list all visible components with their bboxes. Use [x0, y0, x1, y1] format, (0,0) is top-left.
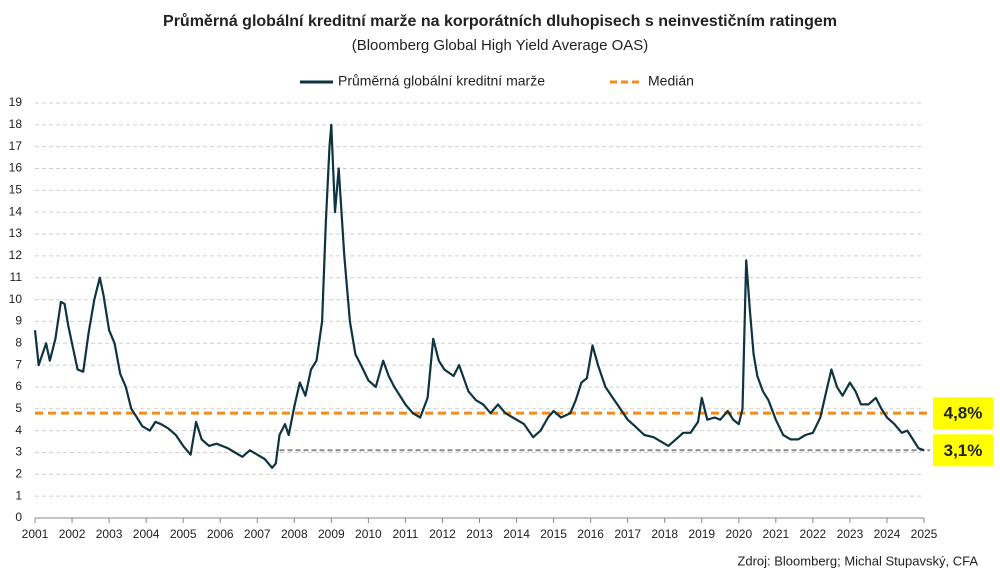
x-tick-label: 2023 [837, 527, 864, 541]
y-tick-label: 4 [15, 423, 22, 437]
x-tick-label: 2013 [466, 527, 493, 541]
x-tick-label: 2007 [244, 527, 271, 541]
x-tick-label: 2009 [318, 527, 345, 541]
chart-title: Průměrná globální kreditní marže na korp… [163, 13, 837, 30]
x-tick-label: 2012 [429, 527, 456, 541]
y-tick-label: 5 [15, 401, 22, 415]
y-tick-label: 0 [15, 510, 22, 524]
y-tick-label: 8 [15, 335, 22, 349]
chart-subtitle: (Bloomberg Global High Yield Average OAS… [352, 37, 649, 54]
x-tick-label: 2016 [577, 527, 604, 541]
x-tick-label: 2018 [651, 527, 678, 541]
x-tick-label: 2006 [207, 527, 234, 541]
label-box [933, 434, 993, 467]
y-tick-label: 6 [15, 379, 22, 393]
label-box [933, 397, 993, 430]
legend-label: Medián [648, 73, 694, 89]
x-tick-label: 2008 [281, 527, 308, 541]
x-tick-label: 2004 [133, 527, 160, 541]
y-tick-label: 14 [9, 204, 23, 218]
y-tick-label: 12 [9, 248, 23, 262]
x-tick-label: 2019 [688, 527, 715, 541]
x-tick-label: 2021 [762, 527, 789, 541]
y-tick-label: 18 [9, 117, 23, 131]
y-tick-label: 9 [15, 314, 22, 328]
x-tick-label: 2017 [614, 527, 641, 541]
x-tick-label: 2014 [503, 527, 530, 541]
source-note: Zdroj: Bloomberg; Michal Stupavský, CFA [737, 553, 978, 568]
y-tick-label: 3 [15, 445, 22, 459]
y-tick-label: 10 [9, 292, 23, 306]
x-tick-label: 2002 [59, 527, 86, 541]
x-tick-label: 2005 [170, 527, 197, 541]
data-line [33, 123, 925, 469]
x-tick-label: 2001 [22, 527, 49, 541]
y-tick-label: 7 [15, 357, 22, 371]
y-tick-label: 13 [9, 226, 23, 240]
y-tick-label: 19 [9, 95, 23, 109]
y-tick-label: 2 [15, 466, 22, 480]
x-tick-label: 2022 [800, 527, 827, 541]
y-tick-label: 1 [15, 488, 22, 502]
y-tick-label: 17 [9, 139, 23, 153]
x-tick-label: 2003 [96, 527, 123, 541]
y-tick-label: 16 [9, 161, 23, 175]
x-tick-label: 2025 [911, 527, 938, 541]
y-tick-label: 15 [9, 183, 23, 197]
x-tick-label: 2015 [540, 527, 567, 541]
reference-label: 3,1% [944, 441, 983, 460]
legend-label: Průměrná globální kreditní marže [338, 73, 545, 89]
x-tick-label: 2010 [355, 527, 382, 541]
y-tick-label: 11 [10, 270, 23, 284]
x-tick-label: 2020 [725, 527, 752, 541]
reference-label: 4,8% [944, 404, 983, 423]
x-tick-label: 2011 [393, 527, 419, 541]
x-tick-label: 2024 [874, 527, 901, 541]
